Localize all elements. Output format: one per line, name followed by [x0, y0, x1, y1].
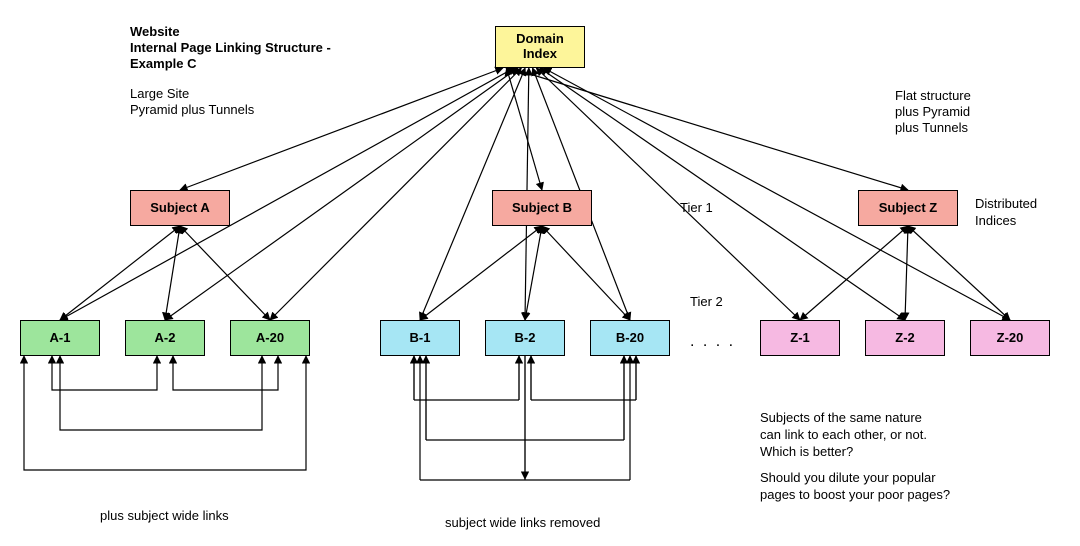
label-title3: Example C [130, 56, 196, 73]
node-b1: B-1 [380, 320, 460, 356]
label-q2: Should you dilute your popular pages to … [760, 470, 950, 504]
label-q1: Subjects of the same nature can link to … [760, 410, 927, 461]
node-subA: Subject A [130, 190, 230, 226]
diagram-stage: { "canvas": { "w": 1080, "h": 546, "bg":… [0, 0, 1080, 546]
label-capA: plus subject wide links [100, 508, 229, 525]
node-a2: A-2 [125, 320, 205, 356]
node-z1: Z-1 [760, 320, 840, 356]
node-a1: A-1 [20, 320, 100, 356]
node-a20: A-20 [230, 320, 310, 356]
node-z20: Z-20 [970, 320, 1050, 356]
node-z2: Z-2 [865, 320, 945, 356]
label-right2: plus Pyramid [895, 104, 970, 121]
label-sub1: Large Site [130, 86, 189, 103]
node-domain: Domain Index [495, 26, 585, 68]
label-right3: plus Tunnels [895, 120, 968, 137]
node-subB: Subject B [492, 190, 592, 226]
label-distr: Distributed Indices [975, 196, 1037, 230]
label-title2: Internal Page Linking Structure - [130, 40, 331, 57]
label-capB: subject wide links removed [445, 515, 600, 532]
label-dots: . . . . [690, 332, 735, 353]
label-title1: Website [130, 24, 180, 41]
node-b20: B-20 [590, 320, 670, 356]
edges-layer [0, 0, 1080, 546]
node-b2: B-2 [485, 320, 565, 356]
label-tier1: Tier 1 [680, 200, 713, 217]
label-sub2: Pyramid plus Tunnels [130, 102, 254, 119]
label-tier2: Tier 2 [690, 294, 723, 311]
label-right1: Flat structure [895, 88, 971, 105]
node-subZ: Subject Z [858, 190, 958, 226]
